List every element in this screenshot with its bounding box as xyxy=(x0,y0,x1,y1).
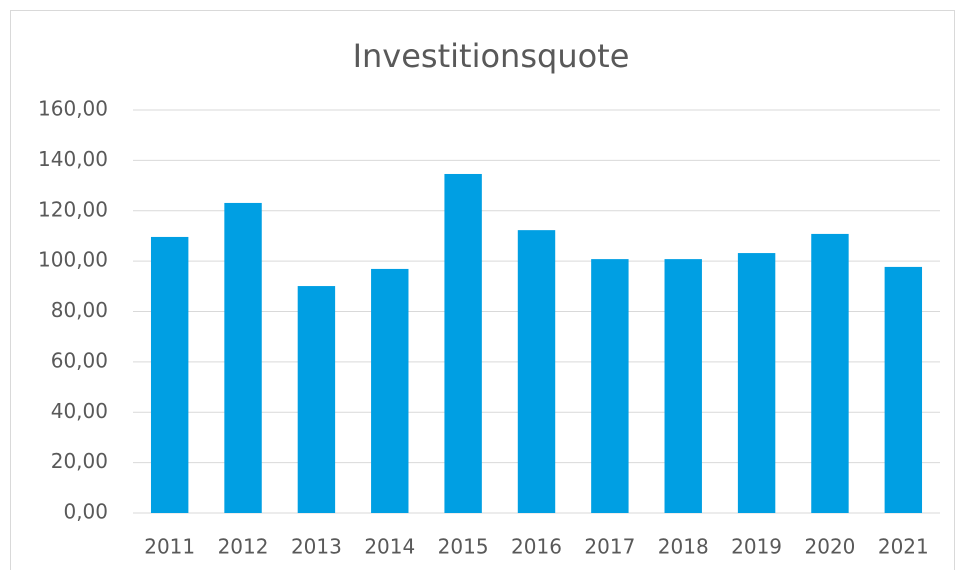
x-tick-label: 2019 xyxy=(731,535,782,559)
y-tick-label: 20,00 xyxy=(51,449,108,473)
x-tick-label: 2014 xyxy=(364,535,415,559)
bar xyxy=(224,202,262,513)
x-tick-label: 2018 xyxy=(658,535,709,559)
bar xyxy=(884,266,923,513)
chart-title: Investitionsquote xyxy=(353,37,630,75)
y-tick-label: 120,00 xyxy=(38,197,108,221)
bar xyxy=(371,268,409,513)
bar xyxy=(737,253,776,513)
y-tick-label: 140,00 xyxy=(38,147,108,171)
y-tick-label: 0,00 xyxy=(63,500,108,524)
bar xyxy=(444,173,482,513)
x-tick-label: 2015 xyxy=(438,535,489,559)
bar xyxy=(664,259,702,513)
bar xyxy=(591,259,629,513)
bar xyxy=(150,236,189,513)
bar xyxy=(297,286,336,513)
y-tick-label: 60,00 xyxy=(51,348,108,372)
x-tick-label: 2016 xyxy=(511,535,562,559)
x-tick-label: 2012 xyxy=(218,535,269,559)
x-tick-label: 2013 xyxy=(291,535,342,559)
y-tick-label: 160,00 xyxy=(38,97,108,121)
y-tick-label: 80,00 xyxy=(51,298,108,322)
y-tick-label: 100,00 xyxy=(38,248,108,272)
x-tick-label: 2021 xyxy=(878,535,929,559)
bar xyxy=(811,233,849,514)
bar xyxy=(517,230,556,513)
y-tick-label: 40,00 xyxy=(51,399,108,423)
x-tick-label: 2011 xyxy=(144,535,195,559)
x-tick-label: 2017 xyxy=(584,535,635,559)
x-tick-label: 2020 xyxy=(805,535,856,559)
